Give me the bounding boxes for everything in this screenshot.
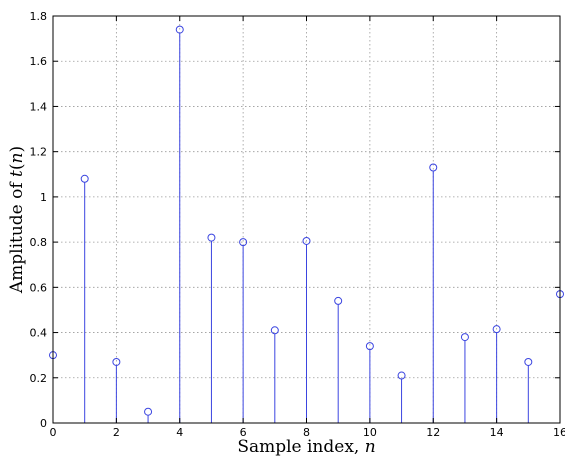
- x-tick-label: 4: [176, 426, 183, 439]
- x-tick-label: 8: [303, 426, 310, 439]
- y-axis-title-function: t: [7, 170, 27, 177]
- x-tick-label: 6: [240, 426, 247, 439]
- x-tick-label: 2: [113, 426, 120, 439]
- stem-marker: [365, 342, 374, 351]
- stem-marker: [302, 236, 311, 245]
- y-tick-label: 0.6: [30, 281, 48, 294]
- x-axis-title-variable: n: [365, 437, 376, 457]
- x-tick-label: 16: [553, 426, 565, 439]
- y-tick-label: 0.2: [30, 372, 48, 385]
- x-axis-title: Sample index, n: [237, 437, 375, 457]
- x-axis-ticks: 0 2 4 6 8 10 12 14 16: [50, 16, 565, 439]
- stem-marker: [270, 326, 279, 335]
- y-tick-label: 0.8: [30, 236, 48, 249]
- stem-marker: [524, 357, 533, 366]
- stem-marker: [239, 238, 248, 247]
- stem-marker: [429, 163, 438, 172]
- y-axis-title-open-paren: (: [7, 163, 27, 170]
- y-axis-ticks: 0 0.2 0.4 0.6 0.8 1 1.2 1.4 1.6 1.8: [30, 10, 560, 430]
- y-tick-label: 1.4: [30, 100, 48, 113]
- stem-marker: [397, 371, 406, 380]
- x-tick-label: 12: [426, 426, 440, 439]
- x-axis-title-text: Sample index,: [237, 437, 364, 457]
- y-axis-title-argument: n: [7, 152, 27, 163]
- x-tick-label: 10: [363, 426, 377, 439]
- x-tick-label: 14: [490, 426, 504, 439]
- y-axis-title-text: Amplitude of: [7, 177, 27, 294]
- y-tick-label: 0.4: [30, 327, 48, 340]
- stem-marker: [112, 357, 121, 366]
- stem-marker: [334, 296, 343, 305]
- stem-marker: [144, 407, 153, 416]
- stem-marker: [175, 25, 184, 34]
- y-tick-label: 0: [40, 417, 47, 430]
- y-tick-label: 1.6: [30, 55, 48, 68]
- y-tick-label: 1: [40, 191, 47, 204]
- y-axis-title-close-paren: ): [7, 146, 27, 153]
- stem-marker: [492, 325, 501, 334]
- stem-marker: [460, 333, 469, 342]
- stem-marker: [207, 233, 216, 242]
- y-tick-label: 1.8: [30, 10, 48, 23]
- x-tick-label: 0: [50, 426, 57, 439]
- y-axis-title: Amplitude of t(n): [7, 146, 27, 294]
- y-tick-label: 1.2: [30, 146, 48, 159]
- stem-marker: [80, 174, 89, 183]
